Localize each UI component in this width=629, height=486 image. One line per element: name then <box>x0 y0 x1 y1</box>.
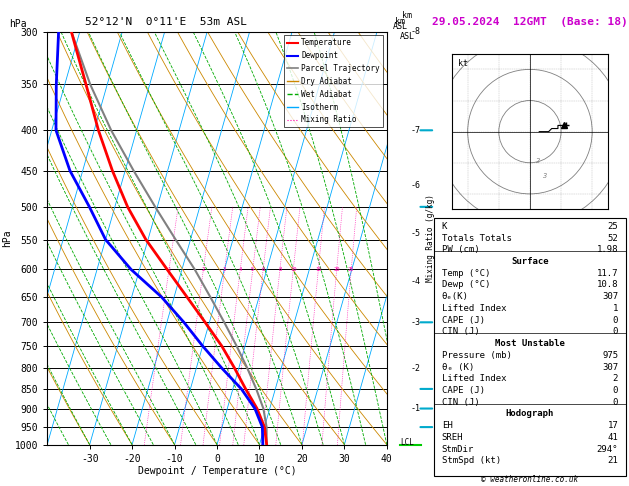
Text: 4: 4 <box>238 267 242 272</box>
Text: 25: 25 <box>348 267 355 272</box>
Text: 0: 0 <box>613 386 618 395</box>
Text: 294°: 294° <box>597 445 618 453</box>
Text: Lifted Index: Lifted Index <box>442 374 506 383</box>
Text: -8: -8 <box>411 27 421 36</box>
Text: SREH: SREH <box>442 433 463 442</box>
Text: Lifted Index: Lifted Index <box>442 304 506 313</box>
Text: Totals Totals: Totals Totals <box>442 234 511 243</box>
Text: 0: 0 <box>613 316 618 325</box>
Text: 20: 20 <box>333 267 340 272</box>
Text: 0: 0 <box>613 398 618 407</box>
Text: 21: 21 <box>608 456 618 466</box>
Text: 307: 307 <box>602 363 618 372</box>
Text: CAPE (J): CAPE (J) <box>442 386 485 395</box>
Text: PW (cm): PW (cm) <box>442 245 479 254</box>
Text: 17: 17 <box>608 421 618 430</box>
Text: 3: 3 <box>223 267 226 272</box>
Text: 11.7: 11.7 <box>597 269 618 278</box>
Text: K: K <box>442 222 447 231</box>
Text: 52°12'N  0°11'E  53m ASL: 52°12'N 0°11'E 53m ASL <box>85 17 247 27</box>
Text: 2: 2 <box>613 374 618 383</box>
Text: Pressure (mb): Pressure (mb) <box>442 351 511 360</box>
Text: 307: 307 <box>602 292 618 301</box>
Text: EH: EH <box>442 421 452 430</box>
Text: kt: kt <box>459 59 469 68</box>
Text: 975: 975 <box>602 351 618 360</box>
Text: 10: 10 <box>290 267 296 272</box>
Text: Dewp (°C): Dewp (°C) <box>442 280 490 290</box>
Text: © weatheronline.co.uk: © weatheronline.co.uk <box>481 474 579 484</box>
Text: Mixing Ratio (g/kg): Mixing Ratio (g/kg) <box>426 194 435 282</box>
Text: -7: -7 <box>411 126 421 135</box>
Text: CIN (J): CIN (J) <box>442 328 479 336</box>
Text: -5: -5 <box>411 229 421 238</box>
Text: -4: -4 <box>411 278 421 286</box>
Y-axis label: hPa: hPa <box>2 229 12 247</box>
Text: 1: 1 <box>613 304 618 313</box>
Text: θₑ (K): θₑ (K) <box>442 363 474 372</box>
Text: -3: -3 <box>411 318 421 327</box>
Text: hPa: hPa <box>9 19 27 29</box>
Text: ASL: ASL <box>400 32 415 41</box>
Text: θₑ(K): θₑ(K) <box>442 292 469 301</box>
Text: 41: 41 <box>608 433 618 442</box>
Text: 1: 1 <box>167 267 170 272</box>
Text: 3: 3 <box>542 174 547 179</box>
Text: 25: 25 <box>608 222 618 231</box>
Text: 29.05.2024  12GMT  (Base: 18): 29.05.2024 12GMT (Base: 18) <box>432 17 628 27</box>
Text: -1: -1 <box>411 404 421 413</box>
Text: Most Unstable: Most Unstable <box>495 339 565 348</box>
Text: 2: 2 <box>202 267 205 272</box>
Text: Hodograph: Hodograph <box>506 410 554 418</box>
Text: ASL: ASL <box>393 21 408 31</box>
Text: StmDir: StmDir <box>442 445 474 453</box>
Text: CAPE (J): CAPE (J) <box>442 316 485 325</box>
Text: Temp (°C): Temp (°C) <box>442 269 490 278</box>
Text: km: km <box>403 11 412 20</box>
Text: 6: 6 <box>262 267 265 272</box>
Text: CIN (J): CIN (J) <box>442 398 479 407</box>
Text: 1.98: 1.98 <box>597 245 618 254</box>
Text: km: km <box>396 17 405 26</box>
Text: -6: -6 <box>411 181 421 190</box>
Text: -2: -2 <box>411 364 421 373</box>
X-axis label: Dewpoint / Temperature (°C): Dewpoint / Temperature (°C) <box>138 467 296 476</box>
Text: 15: 15 <box>315 267 321 272</box>
Text: StmSpd (kt): StmSpd (kt) <box>442 456 501 466</box>
Text: LCL: LCL <box>400 438 415 448</box>
Text: 10.8: 10.8 <box>597 280 618 290</box>
Text: 8: 8 <box>278 267 282 272</box>
Text: 0: 0 <box>613 328 618 336</box>
Text: Surface: Surface <box>511 257 548 266</box>
Legend: Temperature, Dewpoint, Parcel Trajectory, Dry Adiabat, Wet Adiabat, Isotherm, Mi: Temperature, Dewpoint, Parcel Trajectory… <box>284 35 383 127</box>
Text: 5: 5 <box>251 267 254 272</box>
Text: 52: 52 <box>608 234 618 243</box>
Text: 2: 2 <box>536 158 540 164</box>
